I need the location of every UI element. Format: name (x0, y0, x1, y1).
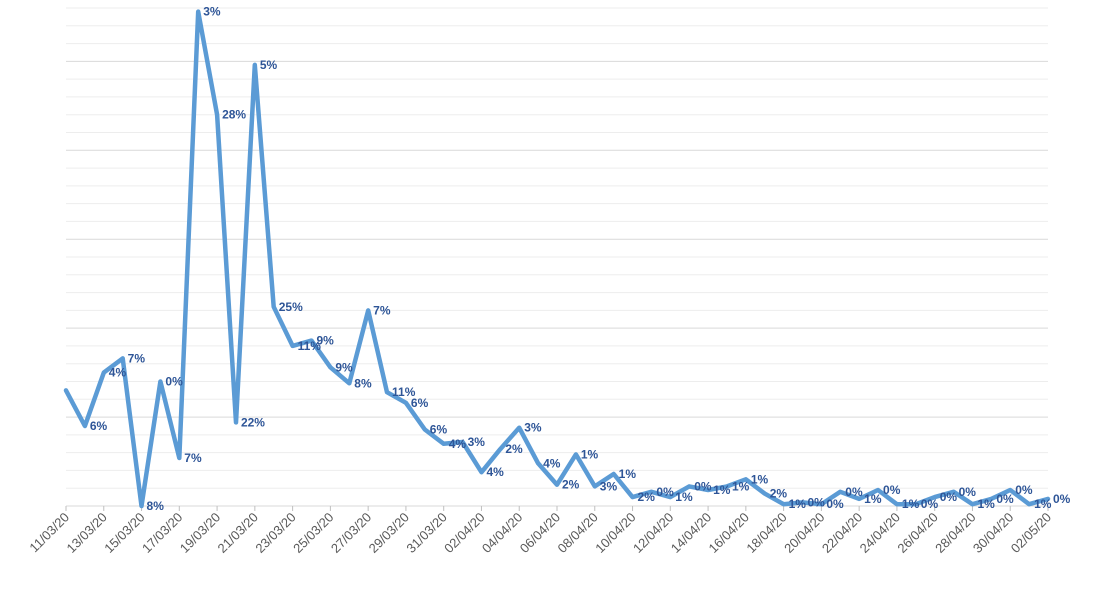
x-tick-label: 16/04/20 (706, 510, 752, 556)
data-label: 4% (449, 437, 467, 451)
x-tick-label: 21/03/20 (215, 510, 261, 556)
data-label: 6% (430, 423, 448, 437)
x-tick-label: 02/05/20 (1008, 510, 1054, 556)
data-label: 5% (260, 58, 278, 72)
x-tick-label: 14/04/20 (668, 510, 714, 556)
x-tick-label: 29/03/20 (366, 510, 412, 556)
x-tick-label: 13/03/20 (63, 510, 109, 556)
data-label: 3% (600, 479, 618, 493)
x-tick-label: 20/04/20 (781, 510, 827, 556)
data-label: 3% (524, 421, 542, 435)
x-tick-label: 19/03/20 (177, 510, 223, 556)
x-tick-label: 17/03/20 (139, 510, 185, 556)
x-tick-label: 10/04/20 (592, 510, 638, 556)
x-tick-label: 30/04/20 (970, 510, 1016, 556)
data-label: 0% (165, 375, 183, 389)
data-label: 3% (203, 5, 221, 19)
data-label: 2% (638, 490, 656, 504)
data-label: 1% (675, 490, 693, 504)
data-label: 1% (977, 497, 995, 511)
data-label: 1% (789, 497, 807, 511)
data-label: 8% (354, 376, 372, 390)
data-label: 1% (1034, 497, 1052, 511)
data-label: 7% (184, 451, 202, 465)
data-label: 0% (883, 483, 901, 497)
series-group (63, 9, 1051, 509)
x-tick-label: 22/04/20 (819, 510, 865, 556)
data-label: 0% (959, 485, 977, 499)
data-label: 1% (902, 497, 920, 511)
data-label: 1% (713, 483, 731, 497)
data-label: 28% (222, 108, 246, 122)
data-label: 1% (732, 479, 750, 493)
data-label: 0% (921, 497, 939, 511)
x-tick-label: 23/03/20 (252, 510, 298, 556)
x-tick-label: 27/03/20 (328, 510, 374, 556)
x-tick-labels: 11/03/2013/03/2015/03/2017/03/2019/03/20… (26, 510, 1054, 556)
data-label: 25% (279, 300, 303, 314)
x-tick-label: 02/04/20 (441, 510, 487, 556)
series-line (63, 9, 1051, 509)
data-label: 6% (411, 396, 429, 410)
data-label: 0% (845, 485, 863, 499)
data-label: 8% (147, 499, 165, 513)
x-tick-label: 31/03/20 (403, 510, 449, 556)
x-tick-label: 28/04/20 (932, 510, 978, 556)
data-label: 2% (505, 442, 523, 456)
data-label: 2% (562, 478, 580, 492)
data-label: 9% (335, 360, 353, 374)
data-label: 1% (581, 447, 599, 461)
data-label: 4% (109, 366, 127, 380)
data-label: 4% (486, 465, 504, 479)
data-label: 7% (373, 303, 391, 317)
x-tick-label: 12/04/20 (630, 510, 676, 556)
x-tick-label: 26/04/20 (894, 510, 940, 556)
data-label: 1% (751, 472, 769, 486)
x-tick-label: 06/04/20 (517, 510, 563, 556)
data-label: 11% (298, 339, 322, 353)
data-label: 6% (90, 419, 108, 433)
data-label: 0% (656, 485, 674, 499)
data-label: 1% (864, 492, 882, 506)
x-axis (65, 505, 1049, 511)
data-label: 7% (128, 351, 146, 365)
x-tick-label: 04/04/20 (479, 510, 525, 556)
x-tick-label: 08/04/20 (554, 510, 600, 556)
data-label: 1% (619, 467, 637, 481)
data-label: 0% (1015, 483, 1033, 497)
x-tick-label: 25/03/20 (290, 510, 336, 556)
data-label: 0% (826, 497, 844, 511)
data-label: 0% (808, 495, 826, 509)
data-label: 0% (996, 492, 1014, 506)
x-tick-label: 18/04/20 (743, 510, 789, 556)
x-tick-label: 15/03/20 (101, 510, 147, 556)
data-label: 0% (940, 490, 958, 504)
data-label: 0% (694, 479, 712, 493)
data-labels: 6%4%7%8%0%7%3%28%22%5%25%11%9%9%8%7%11%6… (90, 5, 1071, 513)
data-label: 3% (468, 435, 486, 449)
gridlines (66, 7, 1048, 489)
x-tick-label: 24/04/20 (857, 510, 903, 556)
data-label: 9% (317, 334, 335, 348)
data-label: 2% (770, 487, 788, 501)
data-label: 0% (1053, 492, 1071, 506)
data-label: 4% (543, 456, 561, 470)
data-label: 22% (241, 415, 265, 429)
data-label: 11% (392, 385, 416, 399)
